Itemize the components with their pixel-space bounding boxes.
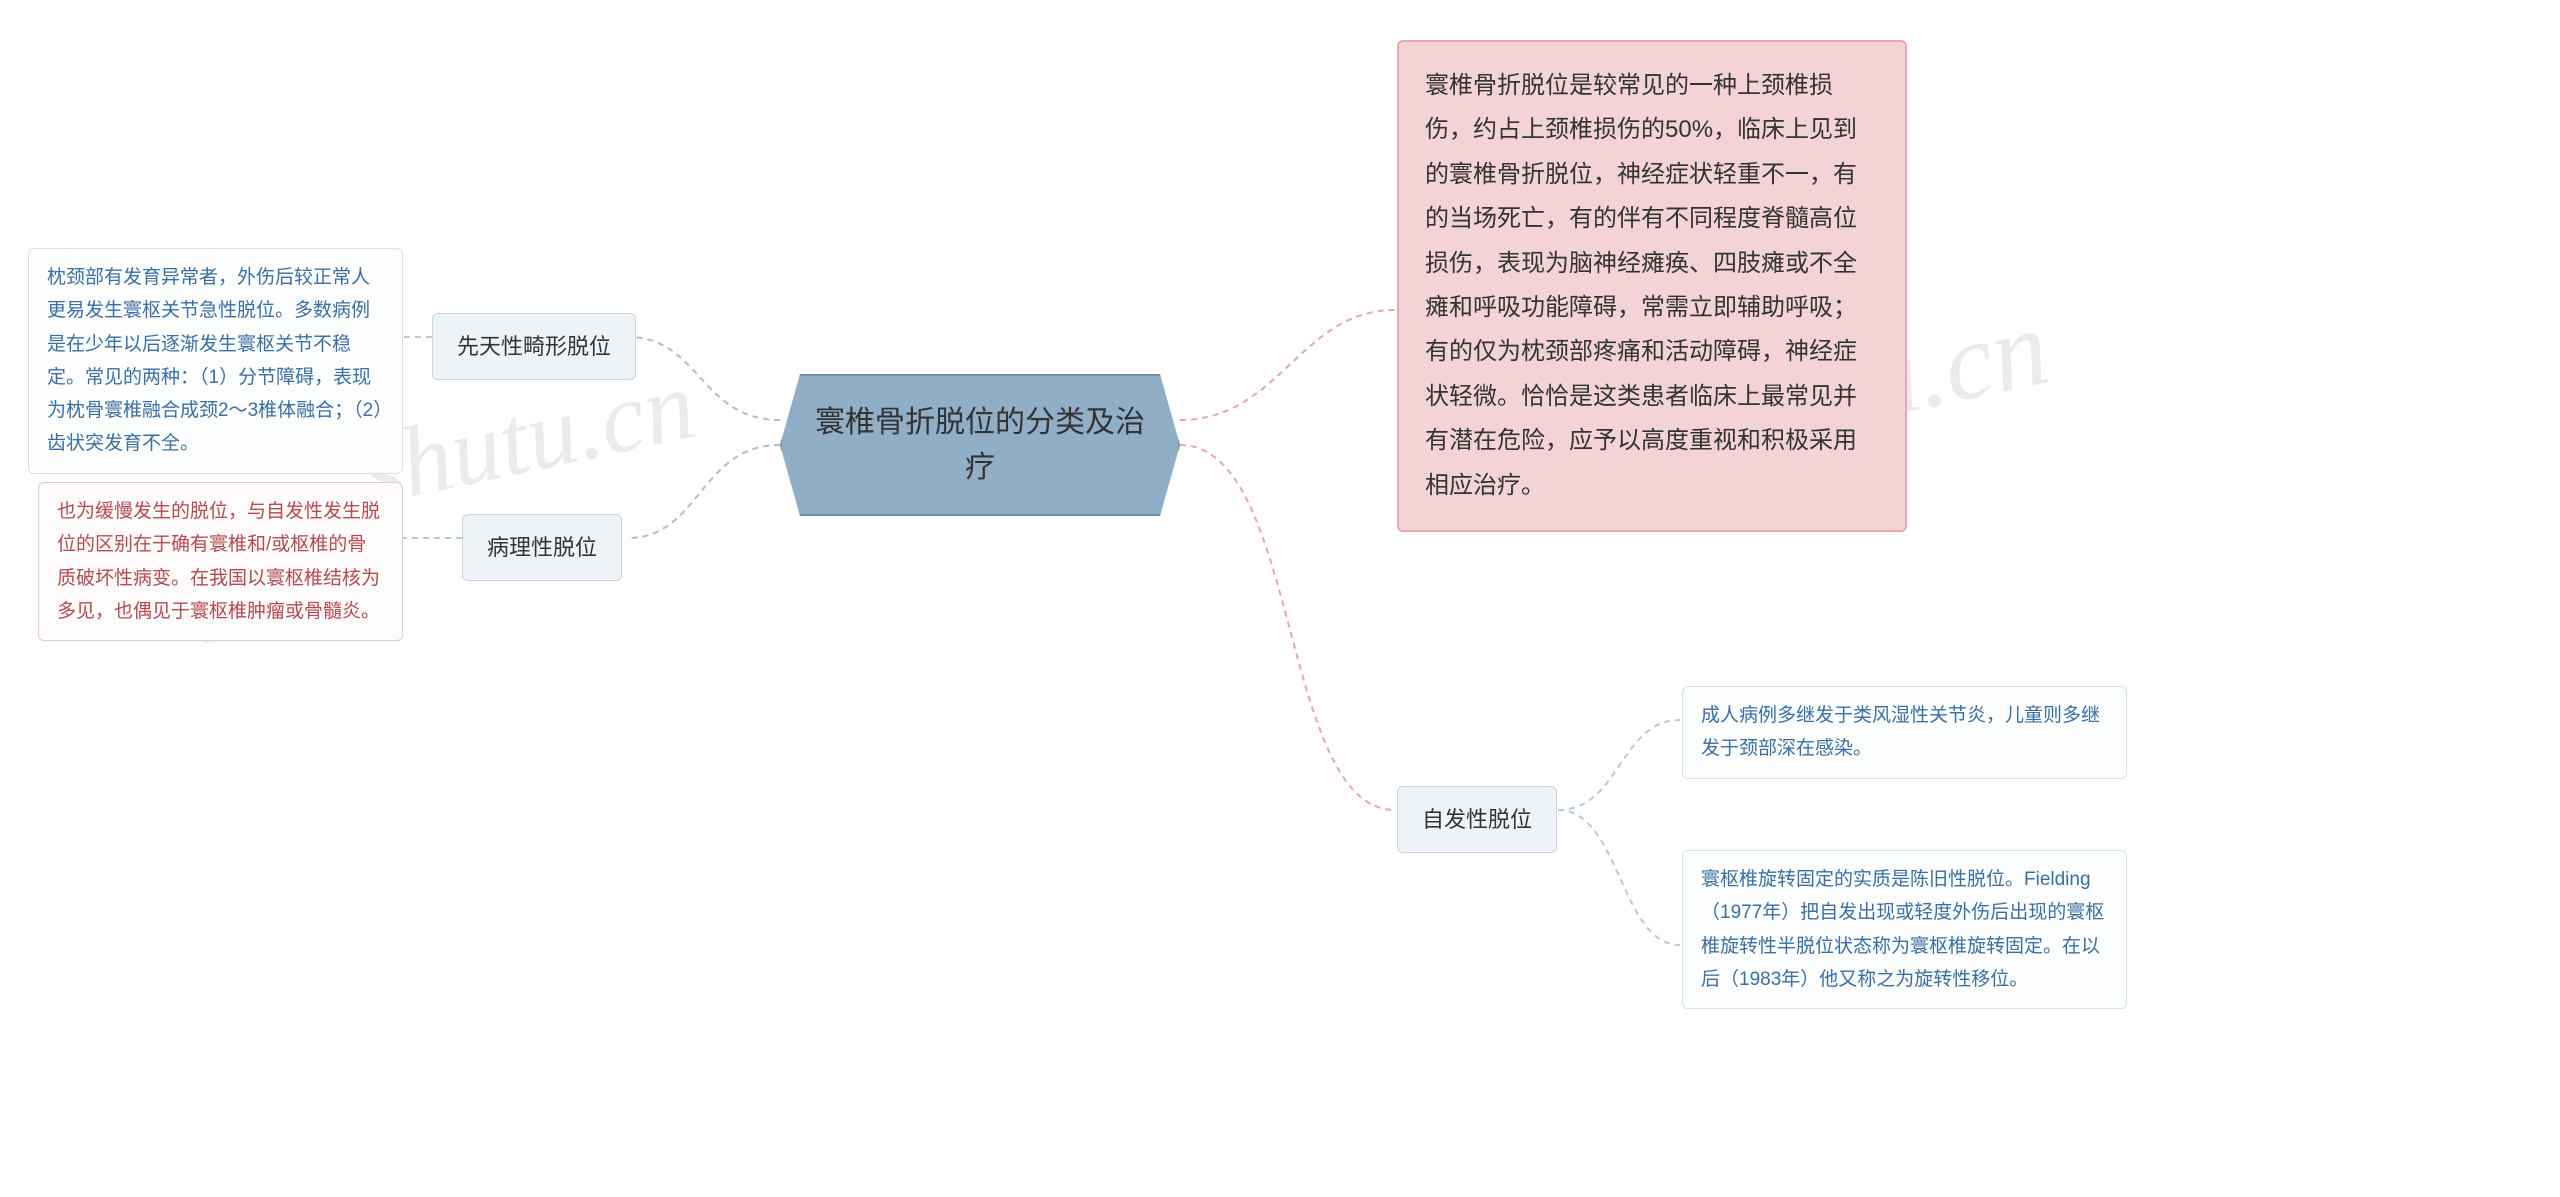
- leaf-spontaneous-2: 寰枢椎旋转固定的实质是陈旧性脱位。Fielding（1977年）把自发出现或轻度…: [1682, 850, 2127, 1009]
- leaf-pathological: 也为缓慢发生的脱位，与自发性发生脱位的区别在于确有寰椎和/或枢椎的骨质破坏性病变…: [38, 482, 403, 641]
- leaf-spontaneous-2-text: 寰枢椎旋转固定的实质是陈旧性脱位。Fielding（1977年）把自发出现或轻度…: [1701, 869, 2104, 990]
- branch-congenital-label: 先天性畸形脱位: [457, 334, 611, 359]
- leaf-congenital: 枕颈部有发育异常者，外伤后较正常人更易发生寰枢关节急性脱位。多数病例是在少年以后…: [28, 248, 403, 474]
- center-title: 寰椎骨折脱位的分类及治疗: [815, 406, 1145, 484]
- leaf-congenital-text: 枕颈部有发育异常者，外伤后较正常人更易发生寰枢关节急性脱位。多数病例是在少年以后…: [47, 267, 383, 454]
- leaf-pathological-text: 也为缓慢发生的脱位，与自发性发生脱位的区别在于确有寰椎和/或枢椎的骨质破坏性病变…: [57, 501, 380, 622]
- intro-text: 寰椎骨折脱位是较常见的一种上颈椎损伤，约占上颈椎损伤的50%，临床上见到的寰椎骨…: [1425, 72, 1857, 499]
- leaf-spontaneous-1: 成人病例多继发于类风湿性关节炎，儿童则多继发于颈部深在感染。: [1682, 686, 2127, 779]
- intro-node: 寰椎骨折脱位是较常见的一种上颈椎损伤，约占上颈椎损伤的50%，临床上见到的寰椎骨…: [1397, 40, 1907, 532]
- branch-spontaneous-label: 自发性脱位: [1422, 807, 1532, 832]
- leaf-spontaneous-1-text: 成人病例多继发于类风湿性关节炎，儿童则多继发于颈部深在感染。: [1701, 705, 2100, 759]
- center-topic: 寰椎骨折脱位的分类及治疗: [780, 374, 1180, 516]
- branch-congenital: 先天性畸形脱位: [432, 313, 636, 380]
- branch-pathological: 病理性脱位: [462, 514, 622, 581]
- branch-pathological-label: 病理性脱位: [487, 535, 597, 560]
- branch-spontaneous: 自发性脱位: [1397, 786, 1557, 853]
